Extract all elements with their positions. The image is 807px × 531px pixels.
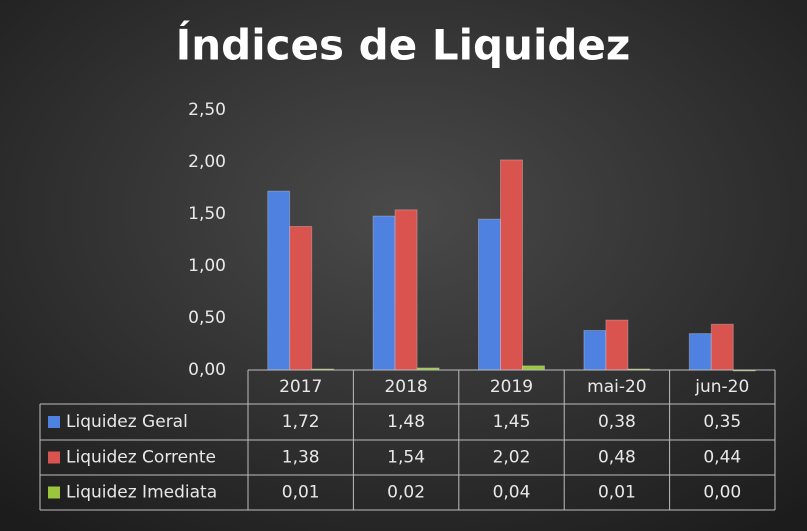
x-tick-label: jun-20 xyxy=(694,377,749,397)
table-value: 0,48 xyxy=(598,448,636,468)
y-tick-label: 1,50 xyxy=(188,204,226,224)
legend-swatch xyxy=(48,451,60,464)
legend-label: Liquidez Corrente xyxy=(66,448,216,468)
bar xyxy=(478,218,501,371)
bar xyxy=(289,225,313,371)
bar xyxy=(500,159,523,371)
legend-swatch xyxy=(48,486,60,499)
y-tick-label: 1,00 xyxy=(188,256,226,276)
bar xyxy=(522,365,545,371)
table-value: 1,45 xyxy=(493,412,531,432)
legend-label: Liquidez Geral xyxy=(66,412,188,432)
y-tick-label: 2,50 xyxy=(188,100,226,120)
legend-label: Liquidez Imediata xyxy=(66,483,217,503)
table-value: 0,01 xyxy=(282,483,320,503)
bar xyxy=(394,209,418,371)
table-value: 0,00 xyxy=(703,483,741,503)
legend-swatch xyxy=(48,416,60,428)
x-tick-label: 2017 xyxy=(279,377,322,397)
table-value: 1,72 xyxy=(282,412,320,432)
table-value: 1,38 xyxy=(282,448,320,468)
table-value: 0,02 xyxy=(387,483,425,503)
y-tick-label: 0,00 xyxy=(188,360,226,380)
table-value: 1,48 xyxy=(387,412,425,432)
table-value: 0,01 xyxy=(598,483,636,503)
bar xyxy=(605,319,629,371)
bar xyxy=(688,333,712,371)
x-tick-label: 2018 xyxy=(384,377,427,397)
table-value: 2,02 xyxy=(493,448,531,468)
table-value: 1,54 xyxy=(387,448,425,468)
x-tick-label: mai-20 xyxy=(587,377,646,397)
table-value: 0,44 xyxy=(703,448,741,468)
bar xyxy=(372,215,396,371)
chart-title: Índices de Liquidez xyxy=(176,20,631,70)
bar xyxy=(583,329,607,371)
x-tick-label: 2019 xyxy=(490,377,533,397)
y-tick-label: 2,00 xyxy=(188,152,226,172)
table-value: 0,04 xyxy=(493,483,531,503)
y-tick-label: 0,50 xyxy=(188,308,226,328)
table-value: 0,38 xyxy=(598,412,636,432)
table-value: 0,35 xyxy=(703,412,741,432)
bar xyxy=(267,190,291,371)
bar xyxy=(710,323,734,371)
